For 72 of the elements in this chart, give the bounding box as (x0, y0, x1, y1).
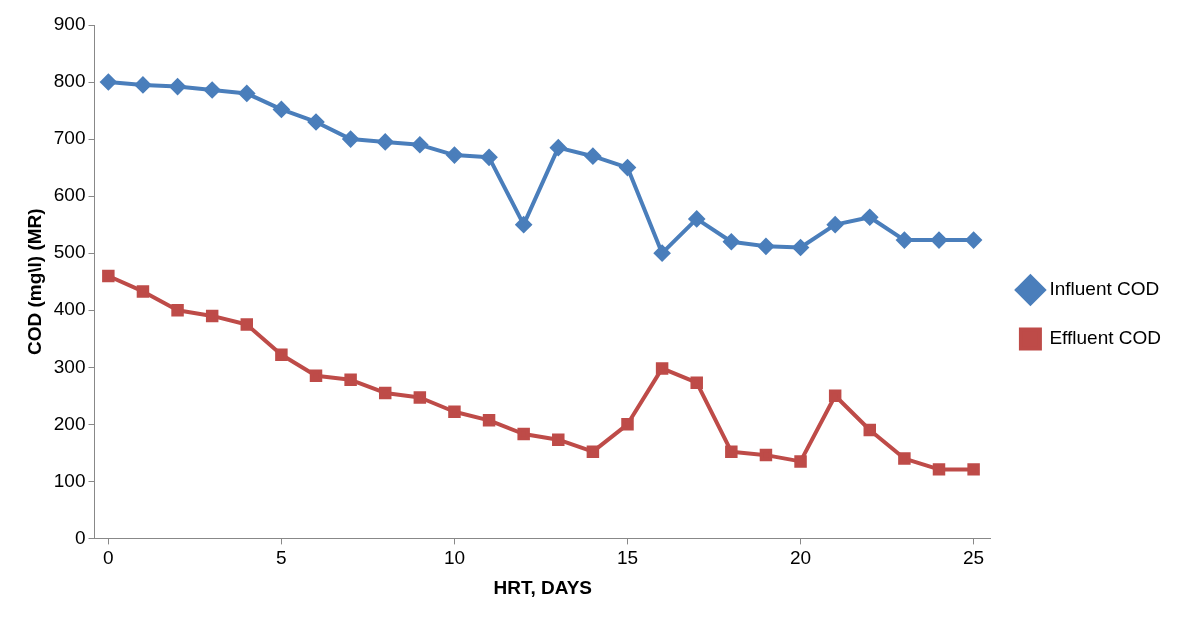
point (898, 452, 911, 465)
point (517, 427, 530, 441)
point (411, 136, 428, 153)
point (238, 85, 255, 102)
point (377, 133, 394, 150)
y-tick-label: 0 (74, 526, 86, 548)
point (586, 445, 600, 458)
point (552, 433, 565, 446)
point (861, 209, 878, 226)
point (171, 303, 184, 317)
y-axis-title: COD (mg\l) (MR) (23, 208, 45, 356)
y-tick-label: 900 (53, 13, 86, 35)
point (481, 149, 498, 166)
point (515, 216, 532, 233)
y-tick-label: 300 (53, 355, 86, 377)
x-tick-label: 25 (963, 547, 985, 569)
point (621, 418, 634, 431)
point (136, 285, 150, 298)
x-tick-label: 10 (443, 547, 466, 569)
point (725, 445, 738, 458)
legend-label: Effluent COD (1049, 327, 1162, 349)
legend-label: Influent COD (1049, 278, 1160, 300)
point (931, 232, 947, 249)
point (792, 239, 809, 256)
point (342, 131, 359, 148)
x-tick-label: 5 (276, 547, 287, 569)
point (204, 82, 221, 99)
y-tick-label: 600 (53, 184, 86, 206)
point (723, 233, 740, 250)
point (896, 232, 913, 249)
point (378, 386, 392, 400)
point (619, 159, 636, 176)
point (827, 216, 844, 233)
point (690, 376, 703, 389)
point (932, 463, 946, 476)
point (967, 463, 980, 476)
point (759, 448, 773, 462)
point (655, 362, 669, 375)
y-tick-label: 500 (53, 241, 86, 263)
point (413, 391, 427, 404)
point (308, 113, 325, 130)
y-tick-label: 100 (53, 469, 86, 491)
point (448, 405, 461, 418)
point (344, 373, 357, 387)
point (169, 78, 186, 95)
x-tick-label: 0 (103, 547, 114, 569)
point (584, 148, 601, 165)
point (794, 455, 807, 468)
point (205, 309, 219, 323)
point (100, 74, 117, 91)
point (654, 245, 671, 262)
point (309, 369, 323, 383)
x-axis-title: HRT, DAYS (493, 576, 592, 598)
point (828, 389, 842, 403)
point (863, 423, 877, 437)
y-tick-label: 700 (53, 127, 86, 149)
point (446, 147, 463, 164)
point (965, 232, 982, 249)
x-tick-label: 20 (789, 547, 812, 569)
y-tick-label: 200 (53, 412, 86, 434)
point (757, 238, 774, 255)
point (275, 348, 288, 361)
y-tick-label: 800 (53, 70, 86, 92)
point (688, 210, 705, 227)
point (482, 414, 496, 427)
point (550, 139, 567, 156)
point (134, 76, 151, 93)
y-tick-label: 400 (53, 298, 86, 320)
point (273, 101, 290, 118)
point (102, 269, 115, 283)
point (240, 318, 254, 331)
x-tick-label: 15 (616, 547, 639, 569)
